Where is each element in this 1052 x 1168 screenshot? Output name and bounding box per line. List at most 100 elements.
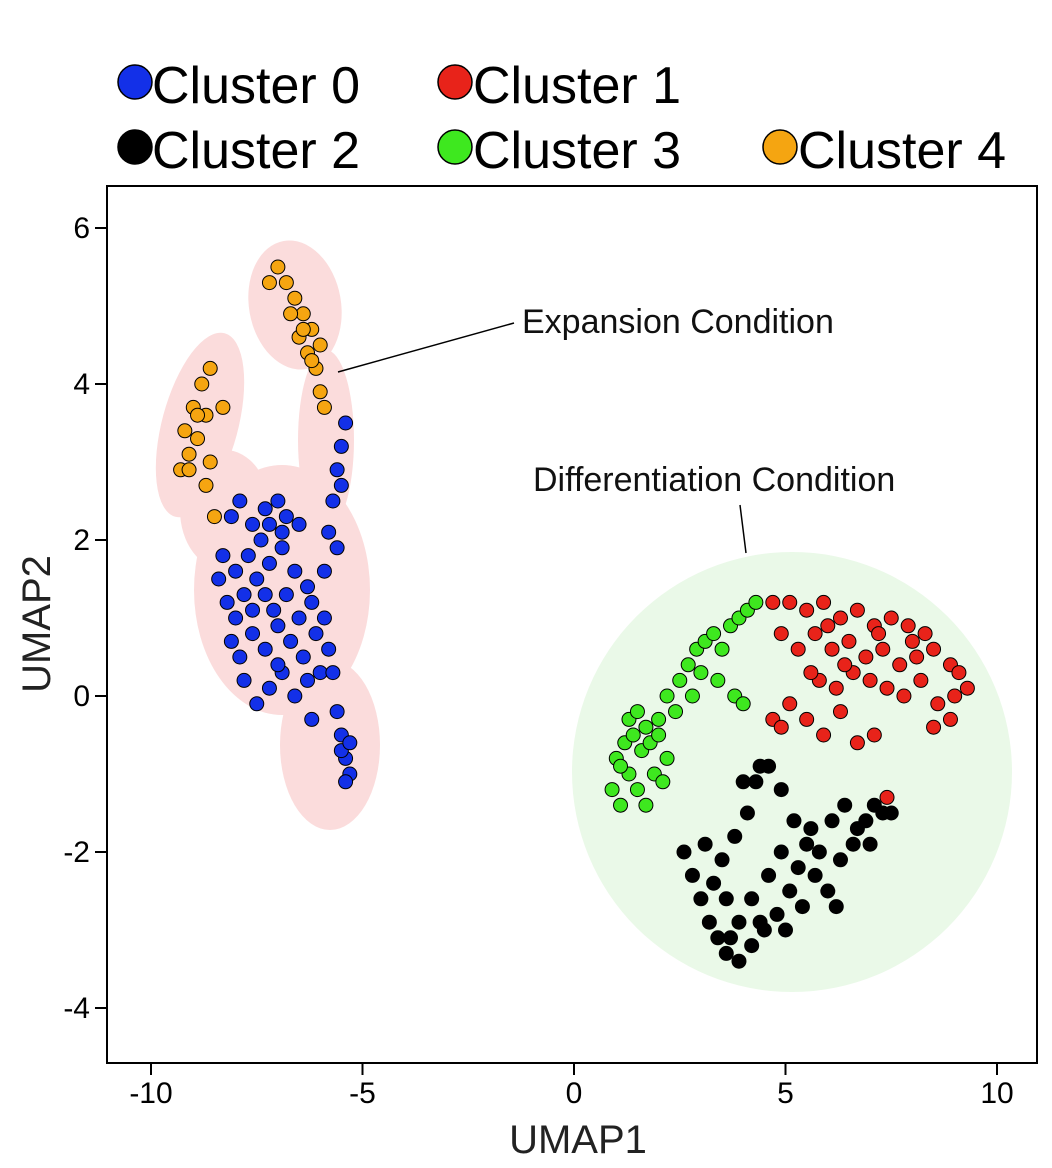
data-point	[629, 704, 645, 720]
data-point	[232, 649, 248, 665]
data-point	[832, 610, 848, 626]
data-point	[710, 930, 726, 946]
data-point	[291, 610, 307, 626]
x-tick-label: 0	[566, 1077, 583, 1110]
legend-entry-cluster-2: Cluster 2	[117, 122, 360, 180]
series-cluster-0	[211, 415, 358, 790]
y-tick-label: 0	[73, 680, 90, 713]
data-point	[177, 423, 193, 439]
data-point	[304, 711, 320, 727]
x-tick-label: -10	[129, 1077, 172, 1110]
data-point	[312, 384, 328, 400]
data-point	[841, 633, 857, 649]
data-point	[714, 852, 730, 868]
data-point	[295, 306, 311, 322]
data-point	[739, 805, 755, 821]
data-point	[338, 774, 354, 790]
legend-label-cluster-0: Cluster 0	[152, 57, 360, 115]
data-point	[295, 649, 311, 665]
data-point	[693, 891, 709, 907]
legend-label-cluster-4: Cluster 4	[798, 122, 1006, 180]
data-point	[748, 594, 764, 610]
data-point	[752, 758, 768, 774]
data-point	[190, 407, 206, 423]
data-point	[849, 735, 865, 751]
x-tick-label: 10	[980, 1077, 1013, 1110]
data-point	[752, 914, 768, 930]
data-point	[672, 672, 688, 688]
data-point	[761, 867, 777, 883]
x-axis: -10 -5 0 5 10	[129, 1063, 1014, 1110]
data-point	[790, 860, 806, 876]
data-point	[270, 618, 286, 634]
data-point	[283, 306, 299, 322]
data-point	[329, 462, 345, 478]
data-point	[727, 828, 743, 844]
data-point	[304, 353, 320, 369]
data-point	[947, 688, 963, 704]
data-point	[245, 626, 261, 642]
data-point	[862, 836, 878, 852]
data-point	[820, 618, 836, 634]
data-point	[342, 735, 358, 751]
data-point	[300, 579, 316, 595]
data-point	[799, 836, 815, 852]
data-point	[879, 789, 895, 805]
data-point	[744, 891, 760, 907]
data-point	[849, 602, 865, 618]
data-point	[283, 633, 299, 649]
data-point	[799, 602, 815, 618]
data-point	[718, 891, 734, 907]
data-point	[257, 501, 273, 517]
y-axis: 6 4 2 0 -2 -4	[63, 212, 107, 1025]
data-point	[837, 657, 853, 673]
data-point	[845, 836, 861, 852]
data-point	[291, 516, 307, 532]
expansion-condition-label: Expansion Condition	[522, 303, 834, 341]
data-point	[807, 867, 823, 883]
data-point	[274, 524, 290, 540]
y-tick-label: 4	[73, 368, 90, 401]
data-point	[270, 657, 286, 673]
data-point	[782, 696, 798, 712]
data-point	[811, 844, 827, 860]
data-point	[321, 524, 337, 540]
data-point	[735, 696, 751, 712]
data-point	[257, 641, 273, 657]
data-point	[942, 711, 958, 727]
series-cluster-2	[676, 758, 899, 969]
data-point	[883, 610, 899, 626]
data-point	[240, 548, 256, 564]
data-point	[333, 438, 349, 454]
data-point	[816, 727, 832, 743]
scatter-points	[173, 259, 975, 969]
data-point	[613, 758, 629, 774]
data-point	[718, 945, 734, 961]
legend-label-cluster-2: Cluster 2	[152, 122, 360, 180]
legend: Cluster 0 Cluster 1 Cluster 2 Cluster 3 …	[117, 57, 1006, 180]
data-point	[892, 657, 908, 673]
legend-entry-cluster-0: Cluster 0	[117, 57, 360, 115]
y-tick-label: 2	[73, 524, 90, 557]
x-tick-label: 5	[777, 1077, 794, 1110]
data-point	[325, 493, 341, 509]
data-point	[629, 782, 645, 798]
data-point	[321, 641, 337, 657]
data-point	[261, 516, 277, 532]
data-point	[676, 844, 692, 860]
data-point	[824, 641, 840, 657]
data-point	[913, 672, 929, 688]
data-point	[684, 688, 700, 704]
data-point	[312, 665, 328, 681]
data-point	[228, 610, 244, 626]
data-point	[278, 509, 294, 525]
data-point	[304, 594, 320, 610]
legend-entry-cluster-3: Cluster 3	[437, 122, 681, 180]
data-point	[211, 571, 227, 587]
y-tick-label: -4	[63, 992, 90, 1025]
data-point	[731, 953, 747, 969]
data-point	[731, 914, 747, 930]
legend-label-cluster-1: Cluster 1	[473, 57, 681, 115]
data-point	[828, 680, 844, 696]
data-point	[329, 540, 345, 556]
